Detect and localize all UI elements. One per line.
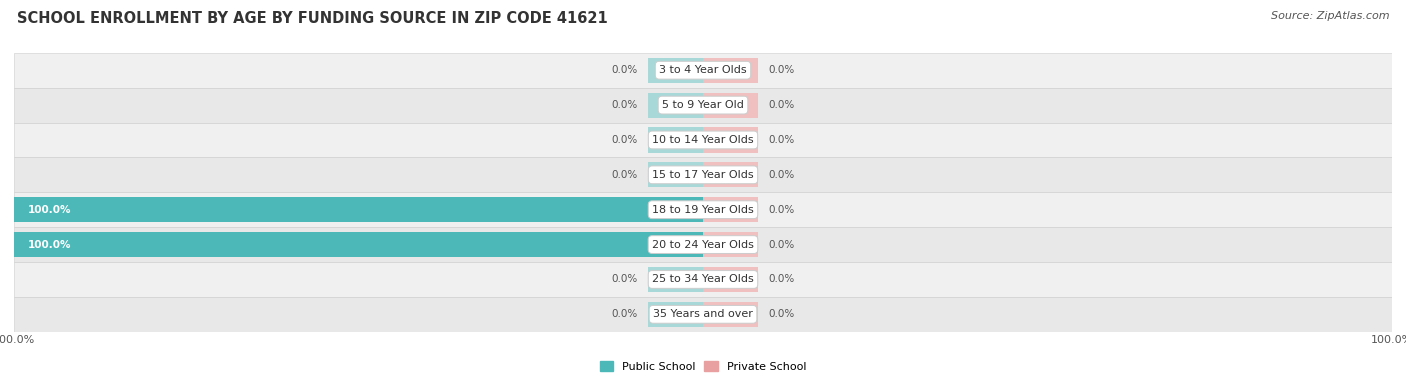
- Text: 0.0%: 0.0%: [769, 170, 794, 180]
- Bar: [703, 232, 758, 257]
- Text: 0.0%: 0.0%: [769, 274, 794, 285]
- Bar: [14, 297, 1392, 332]
- Bar: [648, 162, 703, 187]
- Text: 18 to 19 Year Olds: 18 to 19 Year Olds: [652, 205, 754, 215]
- Bar: [703, 302, 758, 327]
- Text: 0.0%: 0.0%: [769, 239, 794, 250]
- Bar: [14, 227, 1392, 262]
- Bar: [14, 53, 1392, 88]
- Text: 100.0%: 100.0%: [28, 239, 72, 250]
- Text: 5 to 9 Year Old: 5 to 9 Year Old: [662, 100, 744, 110]
- Text: 0.0%: 0.0%: [612, 100, 637, 110]
- Text: 0.0%: 0.0%: [769, 135, 794, 145]
- Bar: [703, 197, 758, 222]
- Text: 10 to 14 Year Olds: 10 to 14 Year Olds: [652, 135, 754, 145]
- Bar: [648, 127, 703, 153]
- Text: 0.0%: 0.0%: [769, 100, 794, 110]
- Text: 0.0%: 0.0%: [769, 309, 794, 319]
- Bar: [14, 262, 1392, 297]
- Bar: [14, 123, 1392, 158]
- Bar: [648, 92, 703, 118]
- Bar: [648, 267, 703, 292]
- Bar: [14, 232, 703, 257]
- Bar: [14, 192, 1392, 227]
- Bar: [14, 197, 703, 222]
- Text: 20 to 24 Year Olds: 20 to 24 Year Olds: [652, 239, 754, 250]
- Text: 3 to 4 Year Olds: 3 to 4 Year Olds: [659, 65, 747, 75]
- Text: 0.0%: 0.0%: [612, 65, 637, 75]
- Bar: [14, 158, 1392, 192]
- Bar: [703, 162, 758, 187]
- Bar: [703, 127, 758, 153]
- Bar: [703, 92, 758, 118]
- Text: 35 Years and over: 35 Years and over: [652, 309, 754, 319]
- Bar: [648, 58, 703, 83]
- Text: 0.0%: 0.0%: [769, 205, 794, 215]
- Text: 100.0%: 100.0%: [28, 205, 72, 215]
- Text: SCHOOL ENROLLMENT BY AGE BY FUNDING SOURCE IN ZIP CODE 41621: SCHOOL ENROLLMENT BY AGE BY FUNDING SOUR…: [17, 11, 607, 26]
- Text: 0.0%: 0.0%: [612, 135, 637, 145]
- Text: Source: ZipAtlas.com: Source: ZipAtlas.com: [1271, 11, 1389, 21]
- Bar: [648, 302, 703, 327]
- Bar: [14, 87, 1392, 123]
- Text: 0.0%: 0.0%: [612, 309, 637, 319]
- Text: 0.0%: 0.0%: [612, 170, 637, 180]
- Bar: [703, 58, 758, 83]
- Text: 15 to 17 Year Olds: 15 to 17 Year Olds: [652, 170, 754, 180]
- Text: 25 to 34 Year Olds: 25 to 34 Year Olds: [652, 274, 754, 285]
- Bar: [703, 267, 758, 292]
- Text: 0.0%: 0.0%: [612, 274, 637, 285]
- Legend: Public School, Private School: Public School, Private School: [595, 357, 811, 376]
- Text: 0.0%: 0.0%: [769, 65, 794, 75]
